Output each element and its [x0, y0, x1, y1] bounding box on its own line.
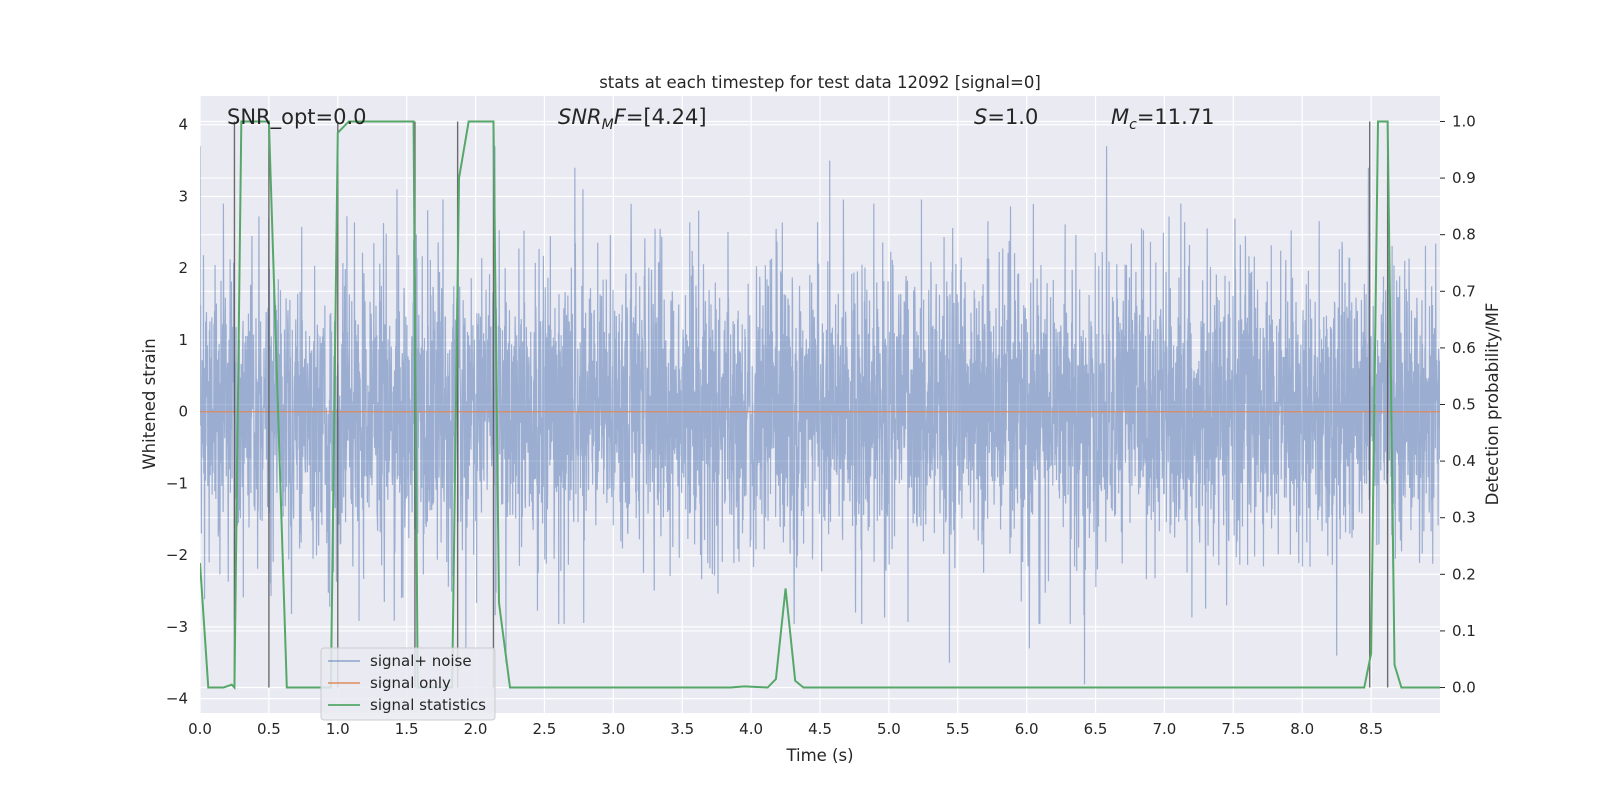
x-tick-label: 7.5	[1221, 720, 1245, 738]
y-left-tick-label: 1	[178, 331, 188, 349]
x-tick-label: 2.0	[464, 720, 488, 738]
y-right-tick-label: 0.3	[1452, 509, 1476, 527]
x-tick-label: 5.5	[946, 720, 970, 738]
y-right-tick-label: 0.2	[1452, 565, 1476, 583]
legend-label-signal-only: signal only	[370, 674, 451, 692]
y-left-tick-label: −1	[166, 474, 188, 492]
legend: signal+ noise signal only signal statist…	[320, 647, 496, 721]
y-right-tick-label: 0.0	[1452, 679, 1476, 697]
x-tick-label: 0.0	[188, 720, 212, 738]
y-left-tick-label: 4	[178, 116, 188, 134]
x-tick-label: 1.5	[395, 720, 419, 738]
y-axis-label-right: Detection probability/MF	[1483, 303, 1502, 506]
annotation-snr-opt: SNR_opt=0.0	[227, 105, 367, 130]
x-tick-label: 6.0	[1015, 720, 1039, 738]
chart-title: stats at each timestep for test data 120…	[599, 73, 1041, 92]
s-label: S	[974, 105, 987, 129]
mc-value: =11.71	[1137, 105, 1215, 129]
y-right-tick-label: 1.0	[1452, 112, 1476, 130]
y-right-tick-label: 0.4	[1452, 452, 1476, 470]
s-value: =1.0	[987, 105, 1038, 129]
x-tick-label: 3.5	[670, 720, 694, 738]
legend-box	[320, 647, 496, 721]
snr-mf-subscript: M	[602, 117, 614, 133]
x-tick-label: 4.0	[739, 720, 763, 738]
y-right-tick-label: 0.9	[1452, 169, 1476, 187]
legend-label-signal-noise: signal+ noise	[370, 652, 472, 670]
series-signal-noise	[200, 146, 1440, 685]
y-left-tick-label: 3	[178, 187, 188, 205]
y-left-tick-label: −3	[166, 618, 188, 636]
x-tick-label: 8.0	[1290, 720, 1314, 738]
series-signal-statistics	[200, 120, 1440, 690]
y-left-tick-label: 0	[178, 403, 188, 421]
snr-mf-label-2: F	[614, 105, 627, 129]
legend-label-signal-statistics: signal statistics	[370, 696, 486, 714]
y-left-tick-label: 2	[178, 259, 188, 277]
annotation-snr-mf: SNRMF=[4.24]	[558, 105, 707, 133]
signal-statistics-line	[200, 120, 1440, 690]
ticks: 0.0 0.5 1.0 1.5 2.0 2.5 3.0 3.5 4.0 4.5 5.0 5.5 6.0 6…	[166, 112, 1476, 738]
x-tick-label: 2.5	[533, 720, 557, 738]
snr-mf-value: =[4.24]	[626, 105, 707, 129]
x-tick-label: 3.0	[601, 720, 625, 738]
y-axis-label-left: Whitened strain	[140, 338, 159, 469]
x-tick-label: 5.0	[877, 720, 901, 738]
x-tick-label: 1.0	[326, 720, 350, 738]
y-right-tick-label: 0.7	[1452, 282, 1476, 300]
x-tick-label: 7.0	[1153, 720, 1177, 738]
x-axis-label: Time (s)	[785, 746, 853, 765]
annotation-s: S=1.0	[974, 105, 1038, 129]
y-left-tick-label: −2	[166, 546, 188, 564]
snr-mf-label: SNR	[558, 105, 602, 129]
x-tick-label: 0.5	[257, 720, 281, 738]
y-right-tick-label: 0.1	[1452, 622, 1476, 640]
mc-subscript: c	[1129, 117, 1137, 133]
x-tick-label: 4.5	[808, 720, 832, 738]
x-tick-label: 6.5	[1084, 720, 1108, 738]
y-left-tick-label: −4	[166, 690, 188, 708]
annotation-mc: Mc=11.71	[1111, 105, 1215, 133]
signal-noise-line	[200, 146, 1440, 685]
y-right-tick-label: 0.6	[1452, 339, 1476, 357]
y-right-tick-label: 0.8	[1452, 226, 1476, 244]
y-right-tick-label: 0.5	[1452, 396, 1476, 414]
x-tick-label: 8.5	[1359, 720, 1383, 738]
mc-label: M	[1111, 105, 1129, 129]
